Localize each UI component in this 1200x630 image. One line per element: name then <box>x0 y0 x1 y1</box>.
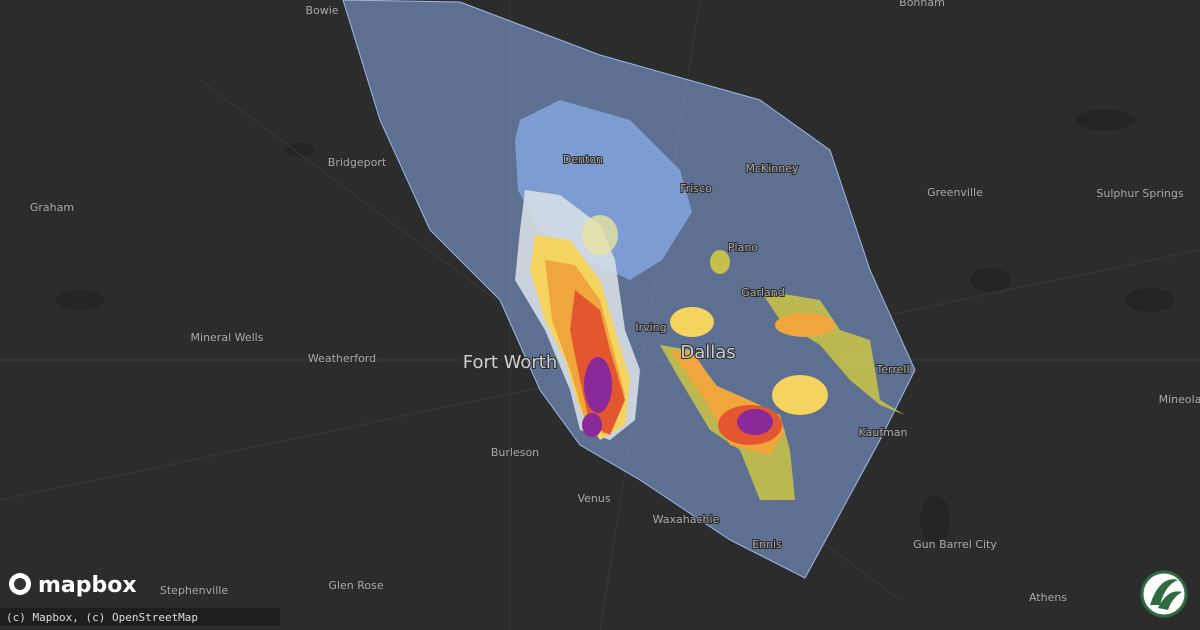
city-label: Graham <box>30 201 74 214</box>
mapbox-logo: mapbox <box>9 573 137 598</box>
city-label: Terrell <box>875 363 909 376</box>
city-label: Glen Rose <box>328 579 383 592</box>
lakes <box>55 110 1175 545</box>
hail-swaths <box>515 190 905 500</box>
city-label: Fort Worth <box>463 352 558 373</box>
city-label: Weatherford <box>308 352 376 365</box>
city-label: Athens <box>1029 591 1067 604</box>
city-label: Plano <box>728 241 758 254</box>
city-label: Kaufman <box>858 426 907 439</box>
city-label: Frisco <box>680 182 712 195</box>
city-label: Bonham <box>899 0 945 9</box>
city-label: Mineral Wells <box>191 331 264 344</box>
city-label: Garland <box>741 286 785 299</box>
city-label: McKinney <box>745 162 799 175</box>
city-label: Venus <box>577 492 610 505</box>
city-label: Dallas <box>680 342 735 363</box>
city-label: Bridgeport <box>328 156 387 169</box>
city-labels: Bowie Bonham Bridgeport Denton McKinney Frisc… <box>29 0 1200 605</box>
city-label: Waxahachie <box>653 513 720 526</box>
city-label: Greenville <box>927 186 983 199</box>
city-label: Bowie <box>305 4 338 17</box>
city-label: Ennis <box>752 538 782 551</box>
city-label: Irving <box>635 321 666 334</box>
logo-text: mapbox <box>38 573 137 598</box>
attribution: (c) Mapbox, (c) OpenStreetMap <box>6 611 198 624</box>
attribution-box <box>0 608 280 626</box>
city-label: Gun Barrel City <box>913 538 997 551</box>
city-label: Stephenville <box>160 584 228 597</box>
city-label: Sulphur Springs <box>1096 187 1183 200</box>
city-label: Burleson <box>491 446 539 459</box>
brand-logo <box>1140 570 1188 618</box>
city-label: Denton <box>563 153 603 166</box>
city-label: Mineola <box>1159 393 1200 406</box>
